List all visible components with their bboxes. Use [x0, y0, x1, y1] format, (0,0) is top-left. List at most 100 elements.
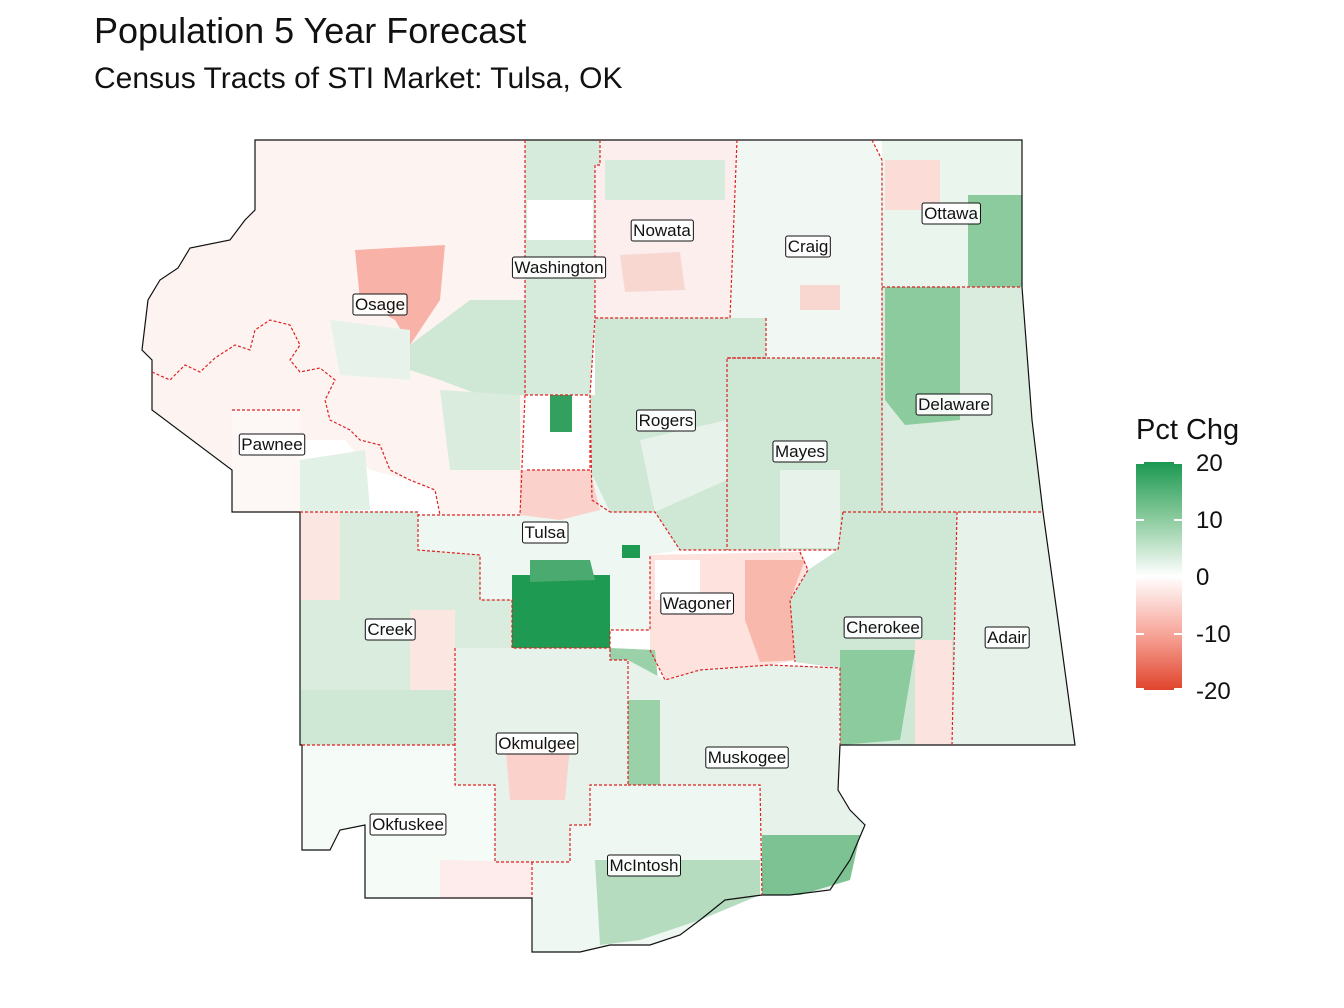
legend-tick-mark — [1136, 462, 1144, 464]
county-label-box — [660, 592, 735, 615]
legend-tick-label: 20 — [1196, 450, 1223, 477]
legend-tick-mark — [1136, 633, 1144, 635]
legend-tick-mark — [1174, 462, 1182, 464]
county-fills — [142, 140, 1075, 952]
county-label-box — [511, 256, 607, 279]
tract — [885, 287, 960, 425]
tract — [300, 690, 455, 745]
county-label-pawnee: Pawnee — [238, 433, 306, 456]
tract — [622, 545, 640, 558]
county-label-text: Delaware — [918, 395, 990, 414]
tract — [762, 835, 860, 895]
legend-tick-mark — [1174, 576, 1182, 578]
tract — [550, 395, 572, 432]
tract — [640, 420, 727, 512]
chart-title: Population 5 Year Forecast — [94, 10, 527, 51]
county-label-ottawa: Ottawa — [921, 202, 981, 225]
tract — [745, 560, 805, 662]
county-label-text: McIntosh — [610, 856, 679, 875]
county-label-box — [352, 293, 408, 316]
county-label-box — [369, 813, 447, 836]
tract — [505, 740, 570, 800]
legend-tick-mark — [1136, 519, 1144, 521]
county-label-box — [238, 433, 306, 456]
county-label-box — [984, 626, 1030, 649]
tract — [885, 160, 940, 210]
legend-tick-mark — [1136, 688, 1144, 690]
tract — [512, 575, 610, 648]
county-label-box — [921, 202, 981, 225]
tract — [628, 700, 660, 785]
county-label-box — [522, 521, 569, 544]
tract — [410, 300, 525, 395]
tract — [440, 390, 520, 470]
county-labels: Ottawa Nowata Craig Washington Osage Rogers De… — [238, 202, 1030, 877]
county-label-text: Rogers — [639, 411, 694, 430]
county-label-text: Creek — [367, 620, 413, 639]
county-label-delaware: Delaware — [915, 393, 993, 416]
county-label-muskogee: Muskogee — [705, 746, 789, 769]
market-boundary — [141, 139, 1076, 953]
county-label-osage: Osage — [352, 293, 408, 316]
tract — [620, 252, 685, 292]
legend-tick-mark — [1174, 688, 1182, 690]
county-label-text: Washington — [514, 258, 603, 277]
county-label-text: Nowata — [633, 221, 691, 240]
county-label-box — [607, 854, 681, 877]
chart-subtitle: Census Tracts of STI Market: Tulsa, OK — [94, 62, 623, 95]
county-label-cherokee: Cherokee — [843, 616, 923, 639]
county-label-washington: Washington — [511, 256, 607, 279]
tract — [655, 560, 700, 600]
tract — [330, 320, 410, 380]
county-tulsa — [418, 470, 680, 648]
tract — [605, 160, 725, 200]
county-label-text: Okfuskee — [372, 815, 444, 834]
legend-tick-label: 0 — [1196, 564, 1210, 591]
legend-tick-label: -10 — [1196, 621, 1231, 648]
county-label-box — [785, 235, 831, 258]
county-label-box — [636, 409, 696, 432]
county-label-creek: Creek — [364, 618, 416, 641]
tract — [530, 560, 595, 582]
legend-tick-mark — [1174, 633, 1182, 635]
tract — [780, 470, 840, 548]
tract — [300, 450, 370, 512]
tract — [968, 195, 1022, 287]
tract — [840, 650, 915, 745]
county-label-text: Osage — [355, 295, 405, 314]
county-label-text: Pawnee — [241, 435, 302, 454]
county-label-mcintosh: McIntosh — [607, 854, 681, 877]
tract — [595, 860, 760, 945]
county-label-text: Okmulgee — [498, 734, 575, 753]
arkansas-river — [151, 319, 441, 516]
legend-tick-mark — [1136, 576, 1144, 578]
tract — [440, 860, 532, 898]
county-label-box — [915, 393, 993, 416]
county-label-box — [630, 219, 694, 242]
county-label-wagoner: Wagoner — [660, 592, 735, 615]
tract — [410, 610, 455, 700]
county-label-text: Muskogee — [708, 748, 786, 767]
county-label-text: Adair — [987, 628, 1027, 647]
county-label-box — [772, 440, 828, 463]
county-pawnee — [232, 410, 300, 512]
county-label-mayes: Mayes — [772, 440, 828, 463]
legend-tick-label: 10 — [1196, 507, 1223, 534]
tract — [520, 470, 600, 520]
county-label-craig: Craig — [785, 235, 831, 258]
legend-tick-label: -20 — [1196, 678, 1231, 705]
county-label-okmulgee: Okmulgee — [495, 732, 579, 755]
tract — [800, 285, 840, 310]
county-label-okfuskee: Okfuskee — [369, 813, 447, 836]
county-label-text: Mayes — [775, 442, 825, 461]
county-label-tulsa: Tulsa — [522, 521, 569, 544]
county-label-adair: Adair — [984, 626, 1030, 649]
tract — [527, 200, 593, 240]
county-label-box — [364, 618, 416, 641]
county-label-nowata: Nowata — [630, 219, 694, 242]
tract — [300, 512, 340, 600]
tract — [915, 640, 952, 745]
county-label-box — [843, 616, 923, 639]
county-label-text: Ottawa — [924, 204, 978, 223]
